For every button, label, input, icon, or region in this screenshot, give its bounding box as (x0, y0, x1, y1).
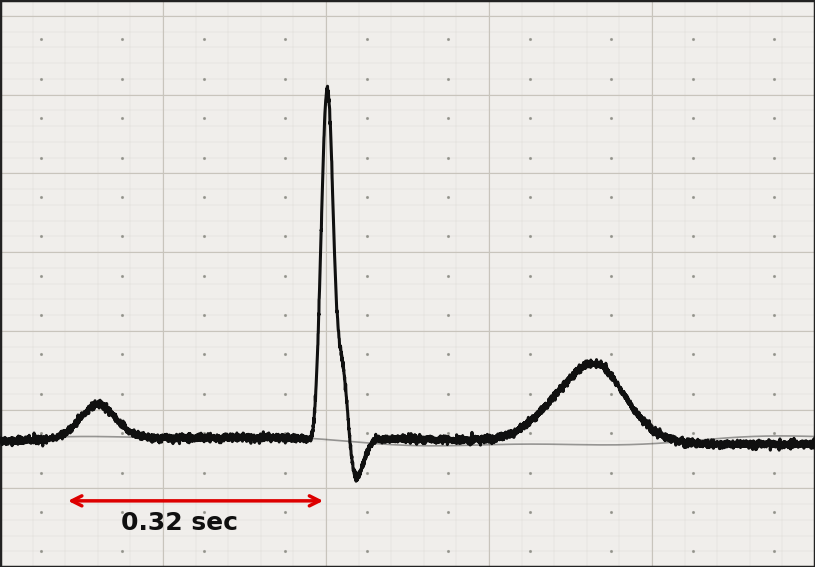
Text: 0.32 sec: 0.32 sec (121, 511, 238, 535)
